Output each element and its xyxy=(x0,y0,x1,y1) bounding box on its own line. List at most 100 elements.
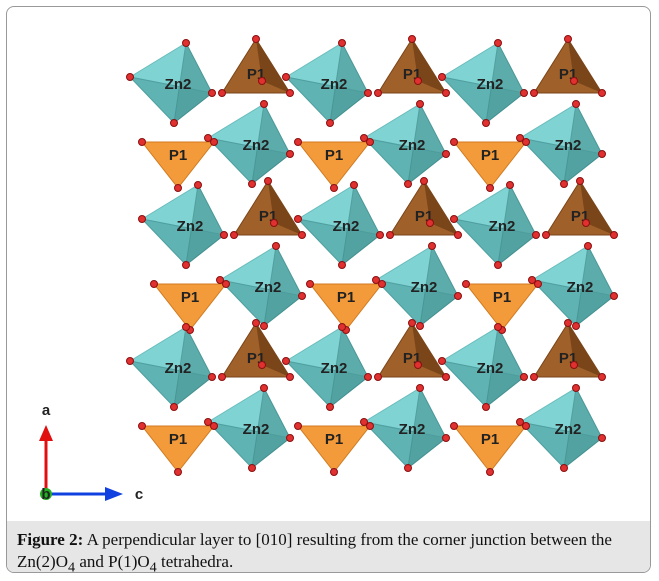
oxygen-atom xyxy=(365,90,372,97)
oxygen-atom xyxy=(273,243,280,250)
oxygen-atom xyxy=(127,358,134,365)
oxygen-atom xyxy=(507,182,514,189)
oxygen-atom xyxy=(183,262,190,269)
oxygen-atom xyxy=(283,358,290,365)
polyhedron-label: Zn2 xyxy=(399,137,426,154)
polyhedron-label: Zn2 xyxy=(489,218,516,235)
oxygen-atom xyxy=(261,385,268,392)
oxygen-atom xyxy=(295,423,302,430)
oxygen-atom xyxy=(429,243,436,250)
oxygen-atom xyxy=(443,151,450,158)
polyhedron-label: P1 xyxy=(481,431,499,448)
oxygen-atom xyxy=(409,320,416,327)
oxygen-atom xyxy=(599,435,606,442)
oxygen-atom xyxy=(261,323,268,330)
subscript: 4 xyxy=(68,559,75,573)
oxygen-atom xyxy=(205,419,212,426)
oxygen-atom xyxy=(287,151,294,158)
oxygen-atom xyxy=(565,320,572,327)
oxygen-atom xyxy=(351,182,358,189)
polyhedron-label: Zn2 xyxy=(177,218,204,235)
polyhedron-label: P1 xyxy=(325,431,343,448)
oxygen-atom xyxy=(427,220,434,227)
oxygen-atom xyxy=(561,465,568,472)
oxygen-atom xyxy=(183,324,190,331)
oxygen-atom xyxy=(195,182,202,189)
oxygen-atom xyxy=(327,120,334,127)
oxygen-atom xyxy=(611,293,618,300)
oxygen-atom xyxy=(205,135,212,142)
oxygen-atom xyxy=(483,404,490,411)
oxygen-atom xyxy=(521,90,528,97)
oxygen-atom xyxy=(175,185,182,192)
polyhedron-label: Zn2 xyxy=(255,279,282,296)
oxygen-atom xyxy=(217,277,224,284)
oxygen-atom xyxy=(127,74,134,81)
oxygen-atom xyxy=(521,374,528,381)
polyhedron-label: Zn2 xyxy=(555,137,582,154)
oxygen-atom xyxy=(571,362,578,369)
oxygen-atom xyxy=(299,293,306,300)
caption-text: and P(1)O xyxy=(75,552,150,571)
polyhedron-label: Zn2 xyxy=(321,76,348,93)
oxygen-atom xyxy=(339,262,346,269)
oxygen-atom xyxy=(151,281,158,288)
oxygen-atom xyxy=(139,423,146,430)
polyhedron-label: Zn2 xyxy=(477,360,504,377)
oxygen-atom xyxy=(231,232,238,239)
oxygen-atom xyxy=(287,374,294,381)
oxygen-atom xyxy=(331,469,338,476)
polyhedron-label: P1 xyxy=(337,289,355,306)
oxygen-atom xyxy=(409,36,416,43)
oxygen-atom xyxy=(307,281,314,288)
oxygen-atom xyxy=(183,40,190,47)
oxygen-atom xyxy=(249,465,256,472)
oxygen-atom xyxy=(253,320,260,327)
oxygen-atom xyxy=(415,78,422,85)
figure-box: Zn2P1Zn2P1Zn2P1P1Zn2P1Zn2P1Zn2Zn2P1Zn2P1… xyxy=(6,6,651,573)
oxygen-atom xyxy=(219,90,226,97)
caption-text: tetrahedra. xyxy=(157,552,233,571)
oxygen-atom xyxy=(295,139,302,146)
oxygen-atom xyxy=(405,465,412,472)
oxygen-atom xyxy=(483,120,490,127)
oxygen-atom xyxy=(455,293,462,300)
oxygen-atom xyxy=(361,135,368,142)
arrow-head xyxy=(39,425,53,441)
caption: Figure 2: A perpendicular layer to [010]… xyxy=(7,521,650,573)
oxygen-atom xyxy=(573,323,580,330)
oxygen-atom xyxy=(571,78,578,85)
oxygen-atom xyxy=(171,120,178,127)
oxygen-atom xyxy=(463,281,470,288)
oxygen-atom xyxy=(487,185,494,192)
polyhedron-label: Zn2 xyxy=(321,360,348,377)
oxygen-atom xyxy=(561,181,568,188)
oxygen-atom xyxy=(331,185,338,192)
oxygen-atom xyxy=(517,135,524,142)
oxygen-atom xyxy=(543,232,550,239)
polyhedron-label: Zn2 xyxy=(399,421,426,438)
oxygen-atom xyxy=(451,423,458,430)
axis-label: a xyxy=(42,402,51,419)
oxygen-atom xyxy=(295,216,302,223)
oxygen-atom xyxy=(573,385,580,392)
oxygen-atom xyxy=(421,178,428,185)
oxygen-atom xyxy=(531,90,538,97)
polyhedron-label: Zn2 xyxy=(477,76,504,93)
oxygen-atom xyxy=(377,232,384,239)
polyhedron-label: P1 xyxy=(325,147,343,164)
oxygen-atom xyxy=(531,374,538,381)
oxygen-atom xyxy=(249,181,256,188)
oxygen-atom xyxy=(259,78,266,85)
oxygen-atom xyxy=(417,323,424,330)
oxygen-atom xyxy=(455,232,462,239)
oxygen-atom xyxy=(529,277,536,284)
oxygen-atom xyxy=(573,101,580,108)
oxygen-atom xyxy=(495,40,502,47)
oxygen-atom xyxy=(259,362,266,369)
oxygen-atom xyxy=(387,232,394,239)
oxygen-atom xyxy=(443,374,450,381)
oxygen-atom xyxy=(265,178,272,185)
oxygen-atom xyxy=(599,374,606,381)
oxygen-atom xyxy=(261,101,268,108)
